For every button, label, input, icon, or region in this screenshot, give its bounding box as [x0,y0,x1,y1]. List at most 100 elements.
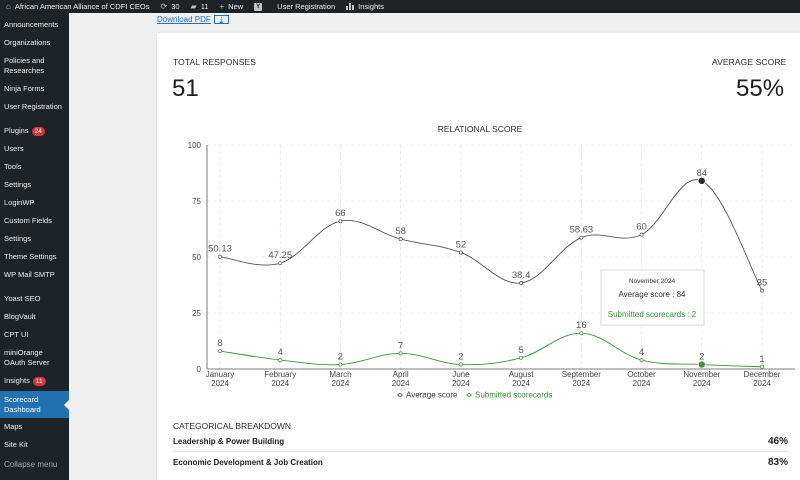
sidebar-item-label: Tools [4,162,22,171]
sidebar-item-miniorange[interactable]: miniOrange OAuth Server [0,348,62,368]
sidebar-item-users[interactable]: Users [0,144,69,154]
collapse-menu-button[interactable]: Collapse menu [0,460,69,470]
x-tick-label: 2024 [452,379,470,388]
sidebar-item-label: Users [4,144,24,153]
y-tick-label: 100 [188,141,202,150]
legend-item-average-score[interactable]: Average score [397,391,458,400]
data-point [398,237,403,242]
sidebar-item-label: Yoast SEO [4,294,41,303]
sidebar-item-loginwp[interactable]: LoginWP [0,198,69,208]
sidebar-item-settings[interactable]: Settings [0,180,69,190]
data-label: 7 [398,340,403,351]
insights-link[interactable]: Insights [346,2,384,11]
sidebar-item-label: Ninja Forms [4,84,45,93]
y-tick-label: 75 [192,197,201,206]
data-point [760,364,764,369]
total-responses-value: 51 [172,75,199,102]
sidebar-item-scorecard-dashboard[interactable]: Scorecard Dashboard [0,391,69,418]
updates-icon: ⟳ [160,1,168,11]
breakdown-category-value: 46% [767,436,788,447]
sidebar-item-label: BlogVault [4,312,36,321]
sidebar-item-label: Announcements [4,20,59,29]
chart-axes: 0255075100January2024February2024March20… [188,141,795,388]
data-label: 84 [696,168,707,179]
legend-label-average-score: Average score [406,391,458,400]
data-point [519,281,524,285]
sidebar-item-maps[interactable]: Maps [0,422,69,432]
user-registration-link[interactable]: User Registration [277,2,335,11]
sidebar-item-label: CPT UI [4,330,29,339]
x-tick-label: April [393,370,409,379]
data-point [278,358,283,362]
tooltip-submitted-scorecards: Submitted scorecards : 2 [608,310,697,319]
tooltip-average-score: Average score : 84 [618,290,686,299]
sidebar-item-site-kit[interactable]: Site Kit [0,440,69,450]
x-tick-label: 2024 [753,379,771,388]
new-content-link[interactable]: + New [219,2,243,11]
x-tick-label: November [683,370,720,379]
data-point [218,254,222,259]
sidebar-item-label: Settings [4,234,32,243]
x-tick-label: 2024 [572,379,590,388]
sidebar-item-label: Scorecard Dashboard [4,394,41,414]
x-tick-label: 2024 [512,379,530,388]
data-label: 50.13 [208,244,232,255]
average-score-value: 55% [736,75,785,102]
download-pdf-link[interactable]: Download PDF ⤓ [157,15,229,24]
bar-chart-icon [346,3,355,10]
sidebar-item-settings-2[interactable]: Settings [0,234,69,244]
download-pdf-label: Download PDF [157,15,211,24]
comment-icon: ▰ [190,1,197,11]
data-point [458,362,463,367]
sidebar-item-user-registration[interactable]: User Registration [0,102,69,112]
sidebar-item-cpt-ui[interactable]: CPT UI [0,330,69,340]
plus-icon: + [219,1,225,11]
data-label: 5 [518,345,523,356]
x-tick-label: February [264,370,296,379]
breakdown-category-name: Leadership & Power Building [173,437,285,446]
sidebar-item-custom-fields[interactable]: Custom Fields [0,216,69,226]
x-tick-label: August [509,370,535,379]
sidebar-item-theme-settings[interactable]: Theme Settings [0,252,69,262]
x-tick-label: June [452,370,470,379]
data-point [760,288,764,293]
yoast-link[interactable]: Y [254,2,266,11]
total-responses-label: TOTAL RESPONSES [173,57,257,67]
data-label: 2 [338,352,343,363]
sidebar-item-tools[interactable]: Tools [0,162,69,172]
data-point [338,362,343,367]
sidebar-item-label: Plugins [4,126,29,135]
data-point [579,235,584,240]
insights-label: Insights [358,2,384,11]
breakdown-category-name: Economic Development & Job Creation [173,458,323,467]
sidebar-item-label: Settings [4,180,32,189]
tooltip-box [600,269,705,326]
comments-link[interactable]: ▰ 11 [191,2,209,11]
sidebar-item-policies[interactable]: Policies and Researches [0,56,60,76]
sidebar-item-label: miniOrange OAuth Server [4,348,50,367]
updates-link[interactable]: ⟳ 30 [160,2,179,11]
sidebar-item-organizations[interactable]: Organizations [0,38,69,48]
user-registration-label: User Registration [277,2,336,11]
series-line-average-score [219,179,763,291]
sidebar-item-wp-mail-smtp[interactable]: WP Mail SMTP [0,270,69,280]
sidebar-item-insights[interactable]: Insights 11 [0,376,69,386]
site-name: African American Alliance of CDFI CEOs [14,2,150,11]
data-label: 2 [699,352,704,363]
site-name-link[interactable]: ⌂ African American Alliance of CDFI CEOs [6,2,149,11]
sidebar-item-plugins[interactable]: Plugins 24 [0,126,69,136]
y-tick-label: 25 [192,309,201,318]
data-label: 52 [456,240,467,251]
legend-item-submitted-scorecards[interactable]: Submitted scorecards [466,391,552,400]
data-label: 4 [639,347,644,358]
comments-count: 11 [200,2,209,11]
data-point [639,232,644,237]
series-line-submitted-scorecards [219,332,763,368]
sidebar-item-blogvault[interactable]: BlogVault [0,312,69,322]
download-icon: ⤓ [213,15,229,24]
sidebar-item-yoast-seo[interactable]: Yoast SEO [0,294,69,304]
sidebar-item-announcements[interactable]: Announcements [0,20,69,30]
sidebar-item-ninja-forms[interactable]: Ninja Forms [0,84,69,94]
